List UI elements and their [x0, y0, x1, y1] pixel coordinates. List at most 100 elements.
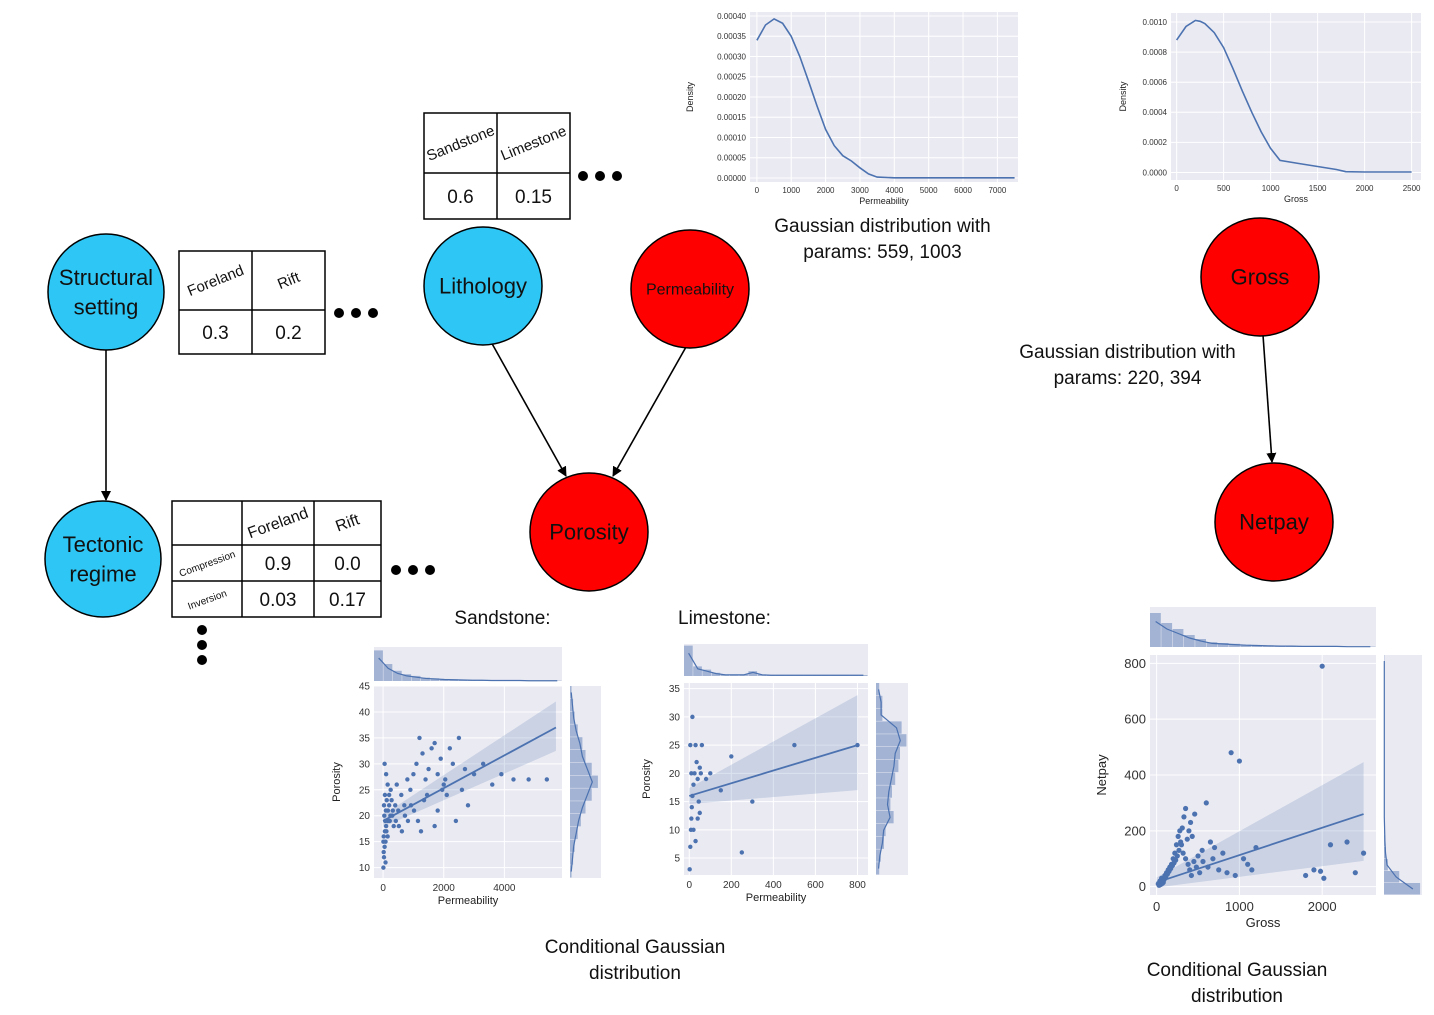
chart-point — [383, 823, 389, 829]
chart-x-tick-label: 1000 — [1262, 184, 1280, 193]
chart-point — [687, 867, 692, 872]
marginal-bar — [1150, 613, 1161, 647]
marginal-kde — [1383, 661, 1414, 890]
chart-point — [1352, 870, 1358, 876]
chart-x-tick-label: 5000 — [920, 186, 938, 195]
chart-point — [391, 823, 396, 829]
chart-point — [1182, 805, 1189, 812]
node-permeability: Permeability — [630, 229, 750, 349]
chart-point — [1188, 872, 1194, 879]
node-label: regime — [69, 562, 136, 587]
marginal-bar — [876, 683, 880, 696]
chart-point — [441, 782, 446, 787]
chart-point — [393, 803, 398, 808]
chart-point — [1203, 800, 1209, 806]
marginal-bar — [876, 823, 886, 837]
cpt-value: 0.03 — [260, 590, 297, 611]
cpt-value: 0.6 — [447, 187, 473, 208]
chart-point — [693, 742, 698, 748]
chart-netpay-gross: 0 1000 2000 0 200 400 600 800 Gross Netpay — [1094, 655, 1376, 930]
chart-x-tick-label: 200 — [723, 880, 740, 891]
chart-point — [411, 808, 417, 813]
chart-point — [459, 787, 465, 792]
chart-x-tick-label: 3000 — [851, 186, 869, 195]
marginal-kde — [570, 692, 593, 872]
chart-x-tick-label: 800 — [849, 880, 866, 891]
chart-point — [414, 761, 419, 767]
marginal-bar — [570, 775, 598, 788]
chart-y-tick-label: 400 — [1124, 768, 1146, 783]
ellipsis-dot — [425, 565, 435, 575]
chart-point — [447, 746, 453, 751]
marginal-bar — [570, 839, 575, 852]
chart-point — [1176, 847, 1182, 853]
chart-y-tick-label: 20 — [669, 769, 681, 780]
chart-point — [1249, 867, 1255, 873]
marginal-bar — [1229, 643, 1240, 647]
chart-point — [383, 860, 388, 865]
chart-point — [689, 771, 694, 776]
chart-point — [693, 838, 698, 844]
chart-y-tick-label: 200 — [1124, 823, 1146, 838]
ellipsis-dot — [197, 640, 207, 650]
node-label: Structural — [59, 265, 153, 290]
node-label: Porosity — [549, 520, 628, 545]
cpt-value: 0.15 — [515, 187, 552, 208]
marginal-bar — [1384, 871, 1400, 883]
marginal-bar — [392, 670, 402, 681]
marginal-bar — [1384, 883, 1421, 895]
marginal-bar — [876, 695, 883, 709]
chart-x-tick-label: 4000 — [493, 883, 516, 894]
marginal-bar — [570, 826, 578, 840]
chart-x-axis-label: Permeability — [746, 892, 807, 904]
edge-gross-to-netpay — [1262, 334, 1277, 463]
caption-sandstone: Sandstone: — [454, 608, 551, 629]
ellipsis-dot — [197, 625, 207, 635]
chart-point — [394, 782, 399, 787]
chart-point — [1189, 833, 1195, 839]
chart-point — [1180, 850, 1186, 856]
node-label: Permeability — [646, 282, 734, 299]
chart-point — [443, 777, 448, 782]
ellipsis-dot — [351, 308, 361, 318]
marginal-bar — [684, 645, 693, 676]
marginal-top-area — [684, 644, 868, 676]
chart-point — [1179, 825, 1185, 831]
chart-y-tick-label: 0 — [1139, 879, 1146, 894]
chart-y-tick-label: 0.00015 — [717, 113, 746, 122]
marginal-bar — [876, 849, 881, 862]
chart-point — [382, 813, 387, 818]
chart-point — [718, 788, 723, 793]
chart-y-tick-label: 800 — [1124, 656, 1146, 671]
marginal-bar — [876, 836, 884, 849]
chart-regression-line — [1156, 813, 1364, 884]
chart-point — [1224, 870, 1230, 876]
chart-x-tick-label: 4000 — [885, 186, 903, 195]
chart-y-tick-label: 0.0002 — [1143, 138, 1168, 147]
cpt-value: 0.2 — [275, 323, 301, 344]
chart-x-tick-label: 2500 — [1403, 184, 1421, 193]
chart-point — [1182, 856, 1189, 862]
chart-point — [429, 746, 434, 751]
marginal-bar — [570, 788, 592, 801]
chart-y-tick-label: 0.0006 — [1143, 78, 1168, 87]
chart-point — [389, 797, 394, 803]
chart-x-tick-label: 2000 — [433, 883, 456, 894]
node-circle — [630, 229, 750, 349]
chart-point — [426, 766, 431, 772]
node-label: Lithology — [439, 274, 527, 299]
caption-gross-gauss: Gaussian distribution with params: 220, … — [1019, 342, 1236, 389]
chart-x-tick-label: 7000 — [988, 186, 1006, 195]
node-porosity: Porosity — [529, 472, 649, 592]
chart-point — [696, 799, 701, 804]
chart-point — [1173, 857, 1179, 863]
marginal-bar — [1161, 623, 1173, 647]
chart-point — [381, 839, 386, 844]
chart-point — [384, 797, 389, 803]
chart-point — [739, 850, 745, 855]
chart-y-tick-label: 0.00035 — [717, 32, 746, 41]
chart-point — [386, 803, 392, 808]
node-structural-setting: Structural setting — [47, 233, 165, 351]
node-gross: Gross — [1200, 217, 1320, 337]
chart-marginals-limestone — [684, 644, 908, 875]
